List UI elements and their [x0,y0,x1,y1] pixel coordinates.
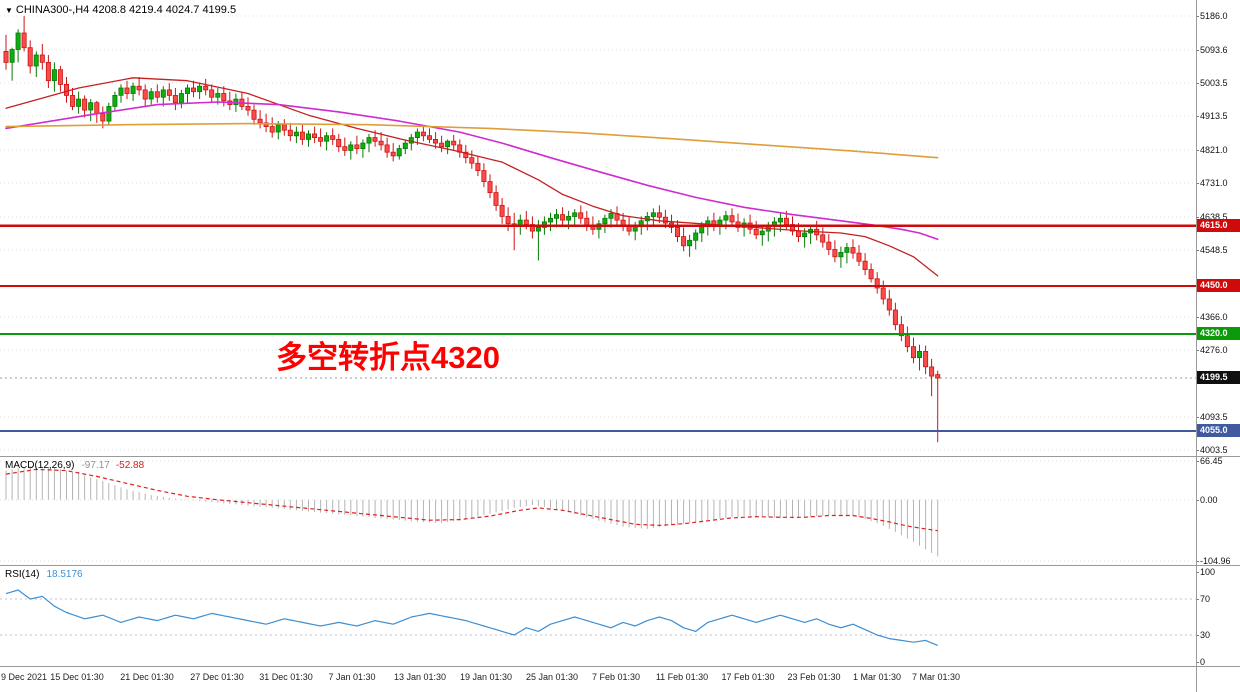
macd-label: MACD(12,26,9) -97.17 -52.88 [5,460,144,471]
price-axis-label: 4366.0 [1200,311,1228,322]
axis-tick [1196,461,1199,462]
level-price-badge: 4450.0 [1197,279,1240,293]
price-chart-panel[interactable]: ▼ CHINA300-,H4 4208.8 4219.4 4024.7 4199.… [0,0,1196,456]
level-price-badge: 4615.0 [1197,218,1240,232]
price-axis-label: 5093.6 [1200,45,1228,56]
price-axis-label: 4821.0 [1200,145,1228,156]
macd-axis-label: 0.00 [1200,494,1218,505]
price-axis-label: 5003.5 [1200,78,1228,89]
axis-tick [1196,662,1199,663]
axis-tick [1196,499,1199,501]
axis-tick [1196,635,1199,636]
time-axis-label: 9 Dec 2021 [0,672,48,682]
time-axis-label: 25 Jan 01:30 [525,672,579,682]
time-axis-label: 27 Dec 01:30 [190,672,244,682]
candlestick-chart[interactable] [0,0,1196,456]
panel-divider[interactable] [0,456,1240,457]
axis-tick [1196,83,1199,85]
macd-panel[interactable]: MACD(12,26,9) -97.17 -52.88 [0,457,1196,565]
rsi-axis-label: 0 [1200,657,1206,667]
price-axis[interactable]: 5186.0 5093.6 5003.5 4913.5 4821.0 4731.0 4638… [1196,0,1240,692]
time-axis-label: 7 Feb 01:30 [591,672,641,682]
axis-tick [1196,16,1199,18]
axis-tick [1196,416,1199,418]
level-price-badge: 4320.0 [1197,326,1240,340]
axis-tick [1196,561,1199,562]
panel-divider[interactable] [0,565,1240,566]
rsi-label: RSI(14) 18.5176 [5,569,83,580]
time-axis-label: 23 Feb 01:30 [787,672,841,682]
rsi-name: RSI(14) [5,569,40,580]
axis-tick [1196,250,1199,251]
chart-title: ▼ CHINA300-,H4 4208.8 4219.4 4024.7 4199.… [5,4,236,16]
macd-signal-value: -52.88 [115,460,145,471]
axis-tick [1196,572,1199,573]
level-price-badge: 4055.0 [1197,424,1240,438]
axis-tick [1196,183,1199,185]
rsi-axis-label: 30 [1200,630,1211,640]
macd-name: MACD(12,26,9) [5,460,75,471]
axis-tick [1196,216,1199,218]
time-axis-label: 31 Dec 01:30 [259,672,313,682]
time-axis-label: 7 Mar 01:30 [911,672,961,682]
axis-tick [1196,150,1199,152]
symbol-dropdown-icon[interactable]: ▼ [5,6,13,15]
time-axis-label: 13 Jan 01:30 [393,672,447,682]
price-axis-label: 4003.5 [1200,444,1228,455]
rsi-chart[interactable] [0,566,1196,666]
axis-tick [1196,599,1199,600]
rsi-panel[interactable]: RSI(14) 18.5176 [0,566,1196,666]
time-axis[interactable]: 9 Dec 2021 15 Dec 01:30 21 Dec 01:30 27 Dec… [0,667,1196,692]
axis-tick [1196,316,1199,318]
macd-axis-label: -104.96 [1200,556,1231,566]
price-axis-label: 5186.0 [1200,11,1228,22]
price-axis-label: 4638.5 [1200,211,1228,222]
time-axis-label: 11 Feb 01:30 [655,672,709,682]
axis-tick [1196,116,1199,118]
price-axis-label: 4913.5 [1200,111,1228,122]
axis-separator [1196,0,1197,692]
rsi-value: 18.5176 [46,569,83,580]
macd-value: -97.17 [81,460,110,471]
time-axis-label: 15 Dec 01:30 [50,672,104,682]
panel-divider [0,666,1240,667]
macd-chart[interactable] [0,457,1196,565]
price-axis-label: 4731.0 [1200,178,1228,189]
time-axis-label: 1 Mar 01:30 [852,672,902,682]
annotation-text: 多空转折点4320 [276,340,500,375]
price-axis-label: 4548.5 [1200,245,1228,255]
time-axis-label: 19 Jan 01:30 [459,672,513,682]
price-axis-label: 4276.0 [1200,344,1228,355]
time-axis-label: 7 Jan 01:30 [328,672,376,682]
chart-title-text: CHINA300-,H4 4208.8 4219.4 4024.7 4199.5 [15,4,237,16]
current-price-badge: 4199.5 [1197,371,1240,385]
macd-axis-label: 66.45 [1200,456,1223,466]
axis-tick [1196,449,1199,451]
rsi-axis-label: 100 [1200,567,1216,577]
axis-tick [1196,50,1199,52]
time-axis-label: 21 Dec 01:30 [120,672,174,682]
axis-tick [1196,349,1199,351]
price-axis-label: 4093.5 [1200,411,1228,422]
time-axis-label: 17 Feb 01:30 [721,672,775,682]
rsi-axis-label: 70 [1200,594,1211,604]
